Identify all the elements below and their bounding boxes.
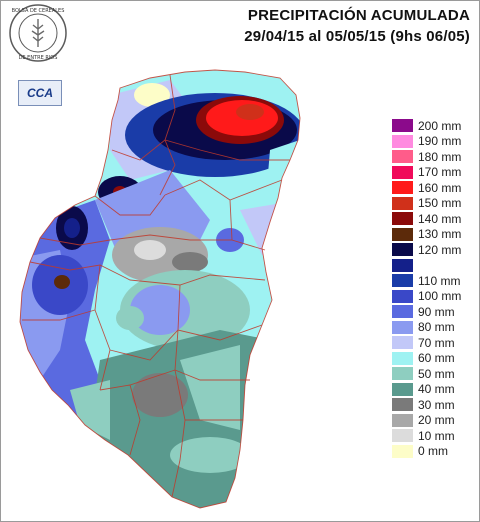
title-line2: 29/04/15 al 05/05/15 (9hs 06/05) — [244, 28, 470, 45]
title-line1: PRECIPITACIÓN ACUMULADA — [247, 7, 470, 24]
legend-label: 120 mm — [418, 242, 462, 257]
precipitation-legend: 200 mm 190 mm 180 mm 170 mm 160 mm 150 mm 140 … — [392, 118, 472, 459]
legend-row — [392, 258, 472, 274]
legend-label: 50 mm — [418, 366, 455, 381]
map-title: PRECIPITACIÓN ACUMULADA 29/04/15 al 05/0… — [170, 5, 470, 47]
legend-row: 90 mm — [392, 304, 472, 320]
legend-row: 190 mm — [392, 134, 472, 150]
legend-swatch — [392, 429, 413, 443]
legend-row: 100 mm — [392, 289, 472, 305]
legend-label: 30 mm — [418, 397, 455, 412]
legend-swatch — [392, 212, 413, 226]
legend-row: 30 mm — [392, 397, 472, 413]
legend-row: 60 mm — [392, 351, 472, 367]
legend-label: 90 mm — [418, 304, 455, 319]
legend-label: 130 mm — [418, 227, 462, 242]
legend-row: 50 mm — [392, 366, 472, 382]
legend-row: 20 mm — [392, 413, 472, 429]
legend-swatch — [392, 243, 413, 257]
legend-label: 80 mm — [418, 320, 455, 335]
seal-text-top: BOLSA DE CEREALES — [12, 8, 65, 14]
legend-row: 40 mm — [392, 382, 472, 398]
legend-swatch — [392, 181, 413, 195]
legend-label: 150 mm — [418, 196, 462, 211]
legend-label: 190 mm — [418, 134, 462, 149]
legend-label: 100 mm — [418, 289, 462, 304]
legend-label: 40 mm — [418, 382, 455, 397]
legend-row: 130 mm — [392, 227, 472, 243]
legend-swatch — [392, 305, 413, 319]
legend-label: 110 mm — [418, 273, 461, 288]
legend-swatch — [392, 165, 413, 179]
legend-swatch — [392, 320, 413, 334]
legend-label: 140 mm — [418, 211, 462, 226]
legend-swatch — [392, 336, 413, 350]
legend-label: 60 mm — [418, 351, 455, 366]
bolsa-cereales-seal-logo: BOLSA DE CEREALES DE ENTRE RIOS — [9, 4, 67, 62]
legend-swatch — [392, 150, 413, 164]
legend-row: 200 mm — [392, 118, 472, 134]
legend-swatch — [392, 413, 413, 427]
legend-row: 170 mm — [392, 165, 472, 181]
legend-swatch — [392, 444, 413, 458]
legend-swatch — [392, 382, 413, 396]
legend-label: 160 mm — [418, 180, 462, 195]
legend-row: 160 mm — [392, 180, 472, 196]
legend-row: 180 mm — [392, 149, 472, 165]
cca-logo-text: CCA — [27, 86, 53, 100]
legend-row: 80 mm — [392, 320, 472, 336]
legend-label: 20 mm — [418, 413, 455, 428]
legend-swatch — [392, 367, 413, 381]
legend-label: 170 mm — [418, 165, 462, 180]
legend-swatch — [392, 227, 413, 241]
legend-row: 10 mm — [392, 428, 472, 444]
legend-row: 0 mm — [392, 444, 472, 460]
cca-logo: CCA — [18, 80, 62, 106]
legend-label: 200 mm — [418, 118, 462, 133]
legend-row: 150 mm — [392, 196, 472, 212]
legend-swatch — [392, 351, 413, 365]
legend-row: 110 mm — [392, 273, 472, 289]
legend-row: 140 mm — [392, 211, 472, 227]
legend-swatch — [392, 119, 413, 133]
legend-swatch — [392, 289, 413, 303]
legend-swatch — [392, 258, 413, 272]
legend-label: 180 mm — [418, 149, 462, 164]
legend-swatch — [392, 398, 413, 412]
legend-swatch — [392, 134, 413, 148]
legend-swatch — [392, 274, 413, 288]
legend-label: 0 mm — [418, 444, 448, 459]
seal-text-bottom: DE ENTRE RIOS — [19, 55, 58, 61]
legend-row: 70 mm — [392, 335, 472, 351]
legend-label: 10 mm — [418, 428, 455, 443]
legend-swatch — [392, 196, 413, 210]
legend-label: 70 mm — [418, 335, 455, 350]
legend-row: 120 mm — [392, 242, 472, 258]
